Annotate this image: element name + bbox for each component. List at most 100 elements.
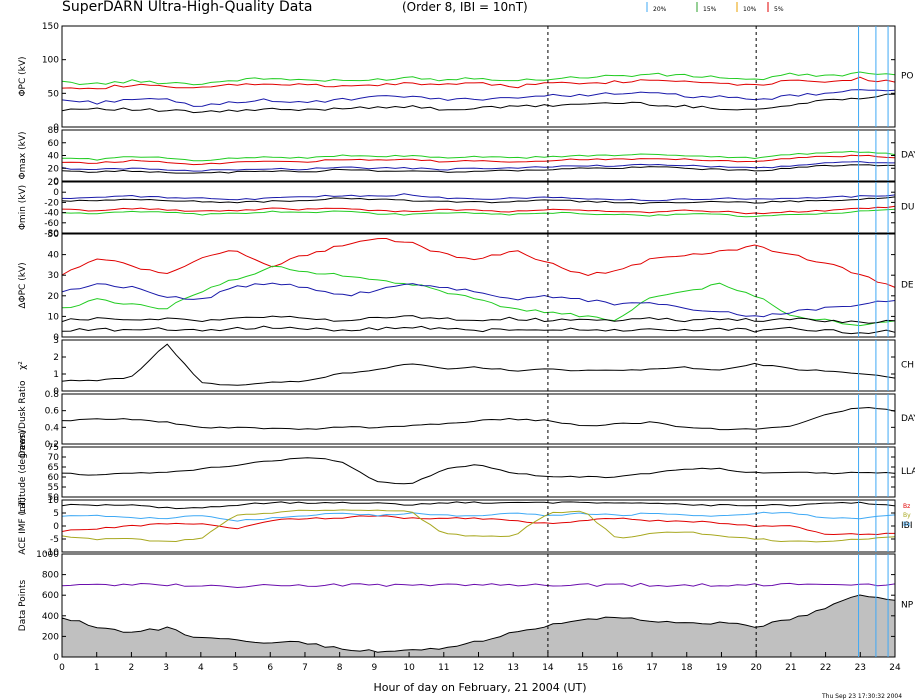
x-tick-label: 23 bbox=[855, 663, 866, 673]
panel-data_points: 02004006008001000Data Points NP bbox=[18, 550, 914, 663]
y-tick-label: 65 bbox=[48, 463, 59, 473]
panel-ratio: 0.20.40.60.8Dawn/Dusk RatioDAY bbox=[18, 380, 915, 458]
imf-component-label: Bz bbox=[903, 503, 910, 510]
y-tick-label: 3 bbox=[53, 336, 59, 346]
series-line bbox=[62, 502, 895, 509]
right-label: DAY bbox=[901, 151, 915, 161]
timestamp: Thu Sep 23 17:30:32 2004 bbox=[821, 693, 902, 700]
legend-label: 15% bbox=[703, 6, 717, 13]
series-line bbox=[62, 162, 895, 172]
y-axis-label: ΔΦPC (kV) bbox=[18, 262, 28, 308]
x-tick-label: 4 bbox=[198, 663, 204, 673]
y-tick-label: 30 bbox=[48, 271, 60, 281]
x-tick-label: 18 bbox=[681, 663, 693, 673]
series-line bbox=[62, 194, 895, 201]
x-tick-label: 13 bbox=[507, 663, 518, 673]
y-tick-label: 0 bbox=[53, 188, 59, 198]
y-tick-label: -20 bbox=[44, 198, 59, 208]
right-label: DE bbox=[901, 281, 914, 291]
legend-label: 5% bbox=[774, 6, 784, 13]
y-axis-label: Data Points bbox=[18, 579, 28, 631]
y-tick-label: 20 bbox=[48, 292, 60, 302]
y-tick-label: 60 bbox=[48, 473, 60, 483]
x-tick-label: 11 bbox=[438, 663, 449, 673]
series-line bbox=[62, 458, 895, 484]
legend-label: 10% bbox=[743, 6, 757, 13]
panel-phi_pc: 050100150ΦPC (kV) PO bbox=[18, 22, 914, 133]
x-tick-label: 21 bbox=[785, 663, 796, 673]
y-tick-label: 50 bbox=[48, 89, 60, 99]
x-axis-label: Hour of day on February, 21 2004 (UT) bbox=[373, 681, 586, 694]
right-label: DU bbox=[901, 203, 915, 213]
x-tick-label: 3 bbox=[163, 663, 169, 673]
series-line bbox=[62, 266, 895, 325]
y-tick-label: 2 bbox=[53, 353, 59, 363]
y-tick-label: 60 bbox=[48, 139, 60, 149]
y-tick-label: 0 bbox=[53, 522, 59, 532]
x-tick-label: 6 bbox=[267, 663, 273, 673]
series-line bbox=[62, 151, 895, 160]
series-line bbox=[62, 516, 895, 535]
series-line bbox=[62, 316, 895, 324]
x-tick-label: 16 bbox=[612, 663, 624, 673]
panel-delta_phi: 0 10 20 30 40 50 ΔΦPC (kV) DE bbox=[18, 230, 914, 343]
panels: 050100150ΦPC (kV)PO020406080Φmax (kV)DAY… bbox=[18, 22, 915, 663]
x-tick-label: 1 bbox=[94, 663, 100, 673]
y-tick-label: 1 bbox=[53, 370, 59, 380]
imf-component-label: By bbox=[903, 512, 911, 519]
figure-subtitle: (Order 8, IBI = 10nT) bbox=[402, 0, 528, 14]
x-tick-label: 14 bbox=[542, 663, 554, 673]
right-label: NP bbox=[901, 601, 914, 611]
x-tick-label: 8 bbox=[337, 663, 343, 673]
right-label: LLA bbox=[901, 467, 915, 477]
series-line bbox=[62, 239, 895, 288]
y-tick-label: -5 bbox=[50, 535, 59, 545]
x-tick-label: 5 bbox=[233, 663, 239, 673]
x-tick-label: 2 bbox=[129, 663, 135, 673]
series-line bbox=[62, 583, 895, 587]
y-tick-label: 75 bbox=[48, 443, 59, 453]
y-tick-label: 50 bbox=[48, 230, 60, 240]
imf-component-label: Bx bbox=[903, 521, 911, 528]
y-tick-label: 0.4 bbox=[45, 423, 60, 433]
y-tick-label: 1000 bbox=[36, 550, 59, 560]
y-tick-label: 0.8 bbox=[45, 390, 60, 400]
x-tick-label: 7 bbox=[302, 663, 308, 673]
y-axis-label: Φmin (kV) bbox=[18, 185, 28, 230]
panel-frame bbox=[62, 394, 895, 444]
x-tick-label: 0 bbox=[59, 663, 65, 673]
y-axis-label: ACE IMF (nT) bbox=[18, 497, 28, 555]
panel-frame bbox=[62, 234, 895, 337]
x-tick-label: 17 bbox=[646, 663, 657, 673]
x-tick-label: 19 bbox=[716, 663, 728, 673]
panel-chi2: 0123χ² CH bbox=[18, 336, 914, 397]
y-tick-label: 0.6 bbox=[45, 407, 60, 417]
series-line bbox=[62, 206, 895, 213]
panel-imf: -10 -5 0 5 10 ACE IMF (nT) IBI Bz By Bx bbox=[18, 496, 912, 558]
panel-phi_max: 020406080Φmax (kV)DAY bbox=[18, 126, 915, 187]
x-tick-label: 20 bbox=[750, 663, 762, 673]
series-line bbox=[62, 165, 895, 173]
y-tick-label: 70 bbox=[48, 453, 60, 463]
figure-title: SuperDARN Ultra-High-Quality Data bbox=[62, 0, 312, 15]
x-tick-label: 12 bbox=[473, 663, 484, 673]
y-tick-label: 150 bbox=[42, 22, 59, 32]
right-label: PO bbox=[901, 72, 914, 82]
x-tick-label: 10 bbox=[403, 663, 415, 673]
y-tick-label: 800 bbox=[42, 571, 59, 581]
series-line bbox=[62, 90, 895, 107]
series-line bbox=[62, 512, 895, 521]
y-tick-label: -60 bbox=[44, 219, 59, 229]
y-axis-label: Φmax (kV) bbox=[18, 132, 28, 180]
y-tick-label: 10 bbox=[48, 496, 60, 506]
series-line bbox=[62, 326, 895, 334]
y-axis-label: χ² bbox=[18, 361, 28, 370]
x-tick-label: 24 bbox=[889, 663, 901, 673]
y-tick-label: 400 bbox=[42, 612, 59, 622]
x-tick-label: 9 bbox=[372, 663, 378, 673]
right-label: DAY bbox=[901, 414, 915, 424]
y-tick-label: 100 bbox=[42, 56, 59, 66]
panel-phi_min: -80-60-40-20020Φmin (kV) DU bbox=[18, 178, 915, 239]
